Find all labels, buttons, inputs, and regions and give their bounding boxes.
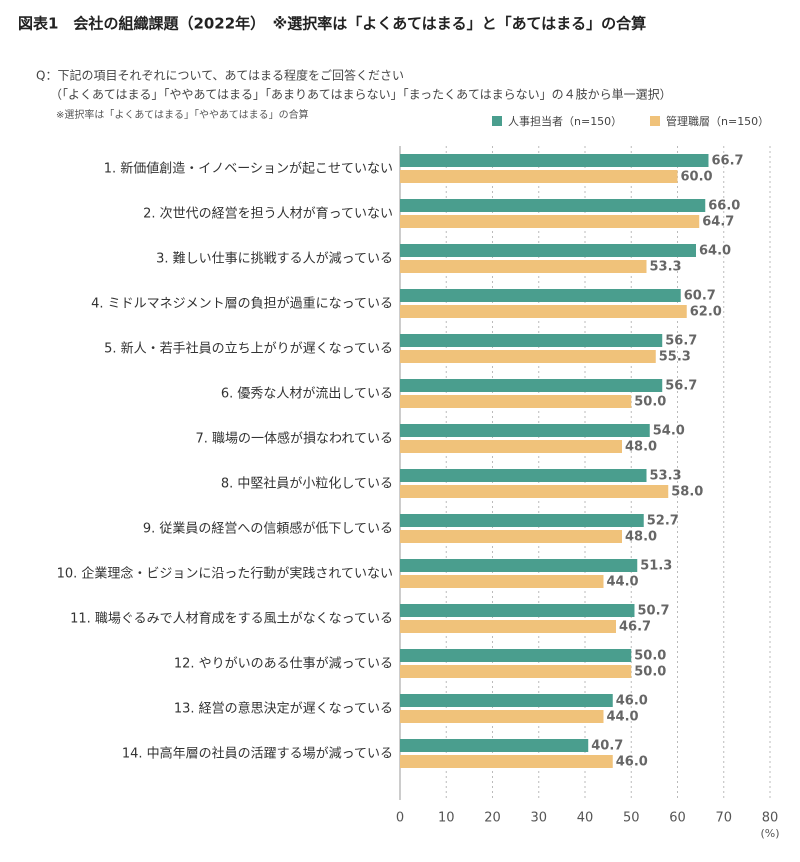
y-tick-label: 13. 経営の意思決定が遅くなっている — [174, 701, 393, 717]
bar — [400, 334, 663, 347]
x-tick-label: 20 — [484, 811, 501, 826]
legend-label: 管理職層（n=150） — [666, 114, 769, 128]
value-label: 46.0 — [616, 694, 648, 709]
x-unit: (%) — [760, 827, 779, 840]
value-label: 64.7 — [702, 215, 734, 230]
bar — [400, 604, 635, 617]
value-label: 46.0 — [616, 755, 648, 770]
value-label: 66.0 — [708, 199, 740, 214]
y-tick-label: 1. 新価値創造・イノベーションが起こせていない — [104, 161, 393, 177]
value-label: 58.0 — [671, 485, 703, 500]
x-tick-label: 60 — [669, 811, 686, 826]
value-label: 51.3 — [640, 559, 672, 574]
value-label: 50.0 — [634, 665, 666, 680]
bar — [400, 649, 632, 662]
y-tick-label: 14. 中高年層の社員の活躍する場が減っている — [122, 746, 393, 762]
value-label: 53.3 — [650, 260, 682, 275]
x-tick-label: 80 — [762, 811, 779, 826]
y-tick-label: 4. ミドルマネジメント層の負担が過重になっている — [91, 296, 393, 312]
question: （「よくあてはまる」「ややあてはまる」「あまりあてはまらない」「まったくあてはま… — [50, 87, 672, 102]
bar — [400, 289, 681, 302]
x-tick-label: 70 — [715, 811, 732, 826]
y-tick-label: 7. 職場の一体感が損なわれている — [196, 431, 394, 447]
value-label: 50.0 — [634, 649, 666, 664]
x-tick-label: 30 — [530, 811, 547, 826]
x-tick-label: 40 — [577, 811, 594, 826]
value-label: 54.0 — [653, 424, 685, 439]
value-label: 62.0 — [690, 305, 722, 320]
chart-title: 図表1 会社の組織課題（2022年） ※選択率は「よくあてはまる」と「あてはまる… — [18, 15, 646, 33]
legend-label: 人事担当者（n=150） — [508, 114, 622, 128]
value-label: 44.0 — [607, 575, 639, 590]
bar — [400, 379, 663, 392]
y-tick-label: 8. 中堅社員が小粒化している — [221, 476, 393, 492]
value-label: 55.3 — [659, 350, 691, 365]
y-tick-label: 12. やりがいのある仕事が減っている — [174, 656, 393, 672]
bar — [400, 215, 700, 228]
bar — [400, 485, 669, 498]
bar — [400, 665, 632, 678]
value-label: 53.3 — [650, 469, 682, 484]
bar — [400, 244, 696, 257]
question: Q：下記の項目それぞれについて、あてはまる程度をご回答ください — [36, 68, 404, 83]
legend-swatch — [492, 116, 502, 126]
bar — [400, 170, 678, 183]
value-label: 56.7 — [665, 334, 697, 349]
bar — [400, 620, 616, 633]
bar — [400, 739, 589, 752]
bar — [400, 395, 632, 408]
y-tick-label: 9. 従業員の経営への信頼感が低下している — [143, 521, 393, 537]
x-tick-label: 0 — [396, 811, 404, 826]
bar — [400, 710, 604, 723]
bar — [400, 305, 687, 318]
y-tick-label: 11. 職場ぐるみで人材育成をする風土がなくなっている — [70, 611, 393, 627]
bar — [400, 575, 604, 588]
value-label: 60.0 — [681, 170, 713, 185]
value-label: 64.0 — [699, 244, 731, 259]
y-tick-label: 10. 企業理念・ビジョンに沿った行動が実践されていない — [57, 566, 393, 582]
value-label: 40.7 — [591, 739, 623, 754]
x-tick-label: 10 — [438, 811, 455, 826]
value-label: 46.7 — [619, 620, 651, 635]
value-label: 56.7 — [665, 379, 697, 394]
y-tick-label: 5. 新人・若手社員の立ち上がりが遅くなっている — [104, 341, 393, 357]
bar — [400, 694, 613, 707]
bar — [400, 199, 706, 212]
value-label: 44.0 — [607, 710, 639, 725]
y-tick-label: 6. 優秀な人材が流出している — [221, 387, 393, 402]
y-tick-label: 2. 次世代の経営を担う人材が育っていない — [143, 206, 393, 222]
value-label: 48.0 — [625, 530, 657, 545]
legend-swatch — [650, 116, 660, 126]
bar — [400, 755, 613, 768]
bar — [400, 469, 647, 482]
value-label: 50.7 — [637, 604, 669, 619]
value-label: 48.0 — [625, 440, 657, 455]
bar — [400, 260, 647, 273]
bar — [400, 530, 622, 543]
bar — [400, 559, 638, 572]
value-label: 52.7 — [647, 514, 679, 529]
value-label: 60.7 — [684, 289, 716, 304]
y-tick-label: 3. 難しい仕事に挑戦する人が減っている — [156, 251, 393, 267]
bar — [400, 424, 650, 437]
note: ※選択率は「よくあてはまる」「ややあてはまる」の合算 — [56, 108, 309, 121]
value-label: 66.7 — [711, 154, 743, 169]
bar — [400, 154, 709, 167]
value-label: 50.0 — [634, 395, 666, 410]
x-tick-label: 50 — [623, 811, 640, 826]
bar — [400, 350, 656, 363]
bar — [400, 514, 644, 527]
bar — [400, 440, 622, 453]
